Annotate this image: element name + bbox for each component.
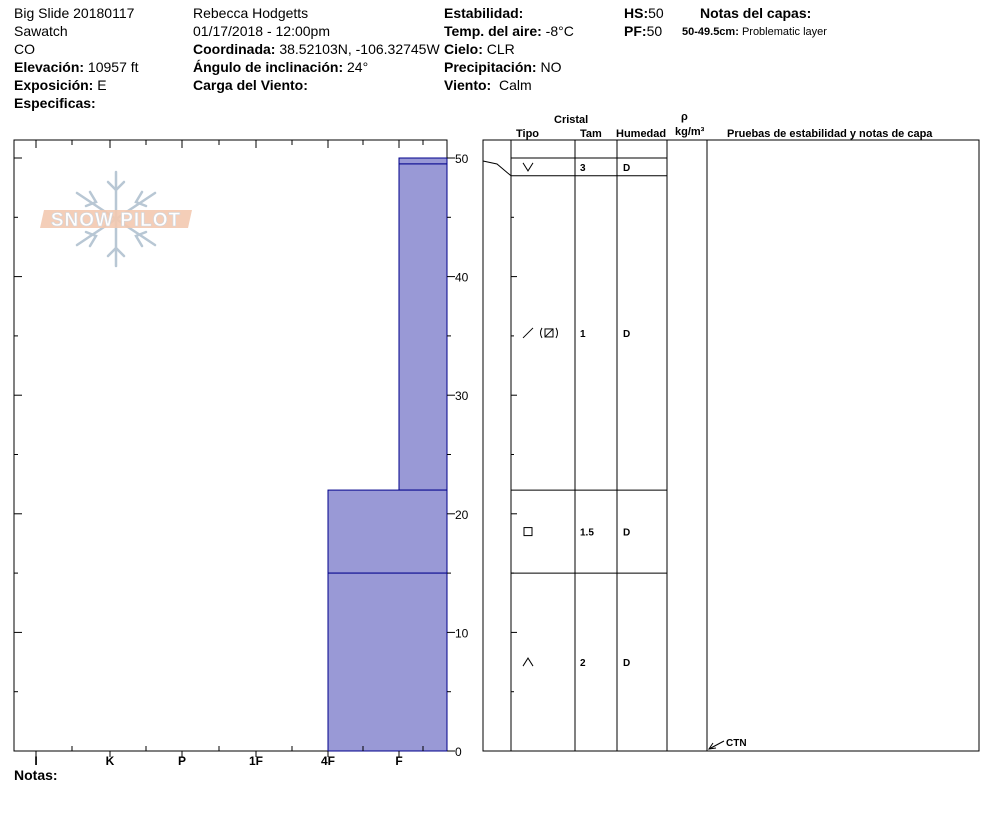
- hardness-bar: [327, 572, 448, 752]
- depth-tick-label: 50: [455, 152, 469, 166]
- hs-label: HS:: [624, 5, 649, 21]
- slope-value: 24°: [347, 59, 369, 75]
- faceted-square-icon: [523, 527, 533, 537]
- hardness-tick-label: I: [34, 754, 37, 768]
- tests-header: Pruebas de estabilidad y notas de capa: [727, 128, 933, 140]
- depth-axis: 0 10 20 30 40 50: [14, 152, 517, 759]
- hardness-tick-label: P: [178, 754, 186, 768]
- hardness-tick-label: K: [106, 754, 115, 768]
- grain-moisture: D: [623, 163, 630, 174]
- hardness-tick-label: F: [395, 754, 402, 768]
- layer-note-row: 50-49.5cm: Problematic layer: [682, 23, 827, 41]
- hardness-bar: [327, 489, 448, 574]
- grain-size: 2: [580, 658, 586, 669]
- decomposing-faceted-icon: [522, 327, 558, 339]
- hardness-bar: [398, 163, 448, 491]
- range-name: Sawatch: [14, 23, 68, 39]
- aspect-row: Exposición: E: [14, 76, 107, 94]
- depth-tick-label: 0: [455, 745, 462, 759]
- logo-text: SNOW PILOT: [51, 210, 181, 231]
- grain-size: 3: [580, 163, 586, 174]
- coords-value: 38.52103N, -106.32745W: [279, 41, 440, 57]
- elevation-row: Elevación: 10957 ft: [14, 58, 139, 76]
- slope-label: Ángulo de inclinación:: [193, 59, 344, 75]
- depth-tick-label: 20: [455, 508, 469, 522]
- observer-name: Rebecca Hodgetts: [193, 5, 309, 21]
- layer-note-range: 50-49.5cm:: [682, 26, 739, 38]
- pf-row: PF:50: [624, 22, 662, 40]
- hardness-tick-label: 4F: [321, 754, 335, 768]
- hs-row: HS:50: [624, 4, 664, 22]
- sky-value: CLR: [486, 41, 515, 57]
- slope-row: Ángulo de inclinación: 24°: [193, 58, 368, 76]
- table-row: 1.5 D: [523, 527, 630, 539]
- aspect-value: E: [97, 77, 107, 93]
- wind-value: Calm: [498, 77, 532, 93]
- snowpilot-logo: SNOW PILOT: [40, 170, 192, 268]
- ctn-label: CTN: [726, 738, 747, 749]
- wind-row: Viento: Calm: [444, 76, 532, 94]
- air-temp-row: Temp. del aire: -8°C: [444, 22, 574, 40]
- grain-size: 1.5: [580, 528, 594, 539]
- grain-size: 1: [580, 329, 586, 340]
- density-symbol: ρ: [681, 111, 688, 123]
- sky-row: Cielo: CLR: [444, 40, 515, 58]
- hs-value: 50: [648, 5, 664, 21]
- crystal-header: Cristal: [554, 114, 589, 126]
- depth-tick-label: 30: [455, 389, 469, 403]
- density-unit: kg/m³: [675, 126, 705, 138]
- hardness-bar: [398, 157, 448, 165]
- layer-notes-title: Notas del capas:: [700, 5, 812, 21]
- table-rows: 3 D1 D1.5 D2 D: [482, 157, 667, 752]
- grain-moisture: D: [623, 329, 630, 340]
- aspect-label: Exposición:: [14, 77, 94, 93]
- notes-label: Notas:: [14, 767, 58, 783]
- size-header: Tam: [580, 128, 602, 140]
- depth-tick-label: 40: [455, 271, 469, 285]
- hardness-tick-label: 1F: [249, 754, 263, 768]
- layer-note-text: Problematic layer: [741, 26, 827, 38]
- hardness-axis: I K P 1F 4F F: [34, 140, 424, 768]
- stability-label: Estabilidad:: [444, 5, 524, 21]
- wind-load-label: Carga del Viento:: [193, 77, 308, 93]
- observation-datetime: 01/17/2018 - 12:00pm: [193, 23, 330, 39]
- location-name: Big Slide 20180117: [14, 5, 135, 21]
- precip-label: Precipitación:: [444, 59, 537, 75]
- sky-label: Cielo:: [444, 41, 483, 57]
- depth-tick-label: 10: [455, 626, 469, 640]
- layer-table: [482, 139, 980, 752]
- elevation-value: 10957 ft: [87, 59, 139, 75]
- depth-hoar-icon: [522, 657, 534, 667]
- ctn-marker: CTN: [707, 738, 747, 750]
- air-temp-value: -8°C: [545, 23, 574, 39]
- surface-hoar-icon: [522, 162, 534, 172]
- precip-value: NO: [540, 59, 562, 75]
- wind-label: Viento:: [444, 77, 492, 93]
- specifics-label: Especificas:: [14, 95, 96, 111]
- pf-value: 50: [646, 23, 663, 39]
- precip-row: Precipitación: NO: [444, 58, 561, 76]
- elevation-label: Elevación:: [14, 59, 85, 75]
- state-name: CO: [14, 41, 35, 57]
- moisture-header: Humedad: [616, 128, 667, 140]
- grain-moisture: D: [623, 528, 630, 539]
- pf-label: PF:: [624, 23, 647, 39]
- coords-label: Coordinada:: [193, 41, 276, 57]
- coords-row: Coordinada: 38.52103N, -106.32745W: [193, 40, 440, 58]
- air-temp-label: Temp. del aire:: [444, 23, 542, 39]
- hardness-bars: [327, 157, 448, 752]
- grain-moisture: D: [623, 658, 630, 669]
- type-header: Tipo: [516, 128, 540, 140]
